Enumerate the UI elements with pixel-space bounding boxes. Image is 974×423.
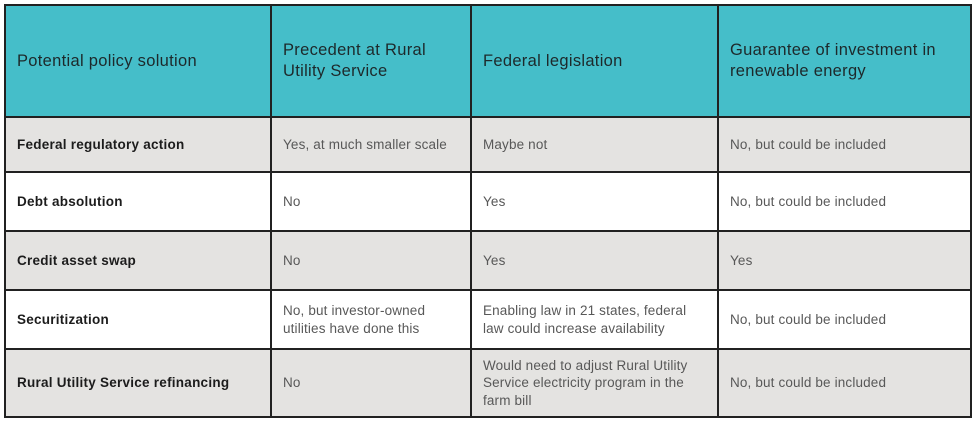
row-label-cell: Rural Utility Service refinancing — [4, 348, 272, 418]
body-cell: Would need to adjust Rural Utility Servi… — [470, 348, 719, 418]
header-cell-guarantee-of-investment: Guarantee of investment in renewable ene… — [717, 4, 972, 118]
body-cell: No — [270, 348, 472, 418]
policy-comparison-table: Potential policy solution Precedent at R… — [4, 4, 972, 418]
body-cell: No — [270, 230, 472, 291]
body-cell: Maybe not — [470, 116, 719, 173]
body-cell: No, but could be included — [717, 348, 972, 418]
table-header-row: Potential policy solution Precedent at R… — [4, 4, 972, 118]
row-label-cell: Securitization — [4, 289, 272, 350]
table-row-rural-utility-service-refinancing: Rural Utility Service refinancing No Wou… — [4, 348, 972, 418]
body-cell: No, but investor-owned utilities have do… — [270, 289, 472, 350]
body-cell: No — [270, 171, 472, 232]
row-label-cell: Debt absolution — [4, 171, 272, 232]
table-row-securitization: Securitization No, but investor-owned ut… — [4, 289, 972, 350]
header-cell-precedent-at-rural-utility-service: Precedent at Rural Utility Service — [270, 4, 472, 118]
header-cell-potential-policy-solution: Potential policy solution — [4, 4, 272, 118]
body-cell: Yes — [717, 230, 972, 291]
body-cell: Yes — [470, 171, 719, 232]
table-row-debt-absolution: Debt absolution No Yes No, but could be … — [4, 171, 972, 232]
body-cell: No, but could be included — [717, 116, 972, 173]
body-cell: Yes — [470, 230, 719, 291]
header-cell-federal-legislation: Federal legislation — [470, 4, 719, 118]
row-label-cell: Federal regulatory action — [4, 116, 272, 173]
table-row-federal-regulatory-action: Federal regulatory action Yes, at much s… — [4, 116, 972, 173]
body-cell: No, but could be included — [717, 171, 972, 232]
row-label-cell: Credit asset swap — [4, 230, 272, 291]
body-cell: Enabling law in 21 states, federal law c… — [470, 289, 719, 350]
body-cell: Yes, at much smaller scale — [270, 116, 472, 173]
table-row-credit-asset-swap: Credit asset swap No Yes Yes — [4, 230, 972, 291]
body-cell: No, but could be included — [717, 289, 972, 350]
